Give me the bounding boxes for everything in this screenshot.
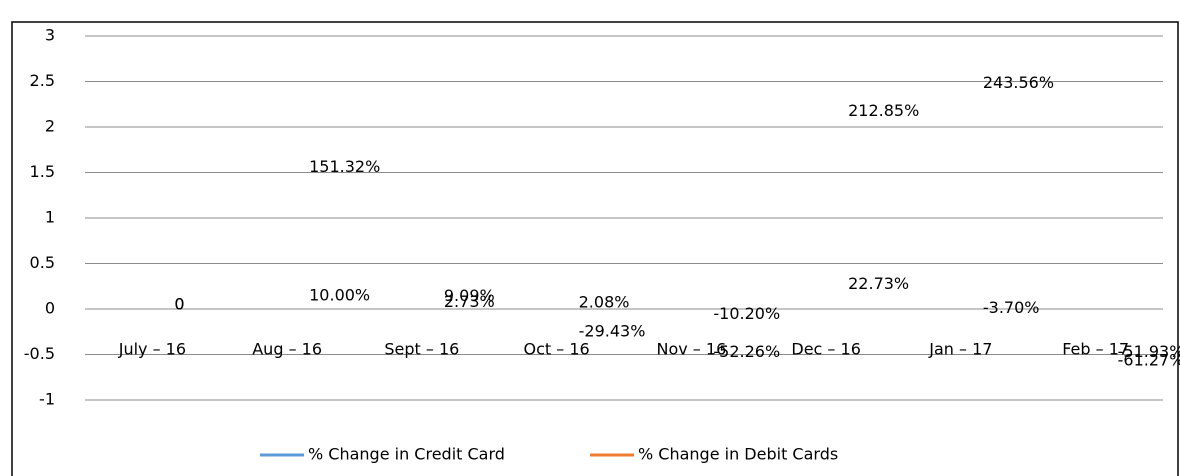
data-label: 22.73% [848,274,909,293]
data-label: 212.85% [848,101,919,120]
x-tick-label: Aug – 16 [252,340,322,359]
data-label: 2.73% [444,292,495,311]
y-tick-label: 1 [45,208,55,227]
x-tick-label: July – 16 [118,340,186,359]
y-tick-label: -1 [39,390,55,409]
x-tick-label: Dec – 16 [791,340,861,359]
data-label: 10.00% [309,285,370,304]
data-label: 243.56% [983,73,1054,92]
y-tick-label: 1.5 [30,162,55,181]
data-label: -3.70% [983,298,1040,317]
y-tick-label: 3 [45,26,55,45]
data-label: -51.93% [1118,342,1180,361]
data-label: -29.43% [579,321,646,340]
x-tick-label: Nov – 16 [656,340,726,359]
data-label: -10.20% [713,304,780,323]
legend-label: % Change in Debit Cards [638,445,838,464]
y-tick-label: 0 [45,299,55,318]
x-tick-label: Oct – 16 [524,340,590,359]
data-label: 2.08% [579,293,630,312]
data-label: 151.32% [309,157,380,176]
legend-label: % Change in Credit Card [308,445,505,464]
y-tick-label: 2 [45,117,55,136]
y-tick-label: 0.5 [30,253,55,272]
x-tick-label: Feb – 17 [1062,340,1129,359]
x-tick-label: Jan – 17 [928,340,992,359]
y-tick-label: -0.5 [24,344,55,363]
data-label: 0 [174,295,184,314]
data-label: 0 [174,295,184,314]
data-label: 9.09% [444,286,495,305]
data-label: -52.26% [713,342,780,361]
x-tick-label: Sept – 16 [384,340,459,359]
y-tick-label: 2.5 [30,71,55,90]
data-label: -61.27% [1118,350,1180,369]
